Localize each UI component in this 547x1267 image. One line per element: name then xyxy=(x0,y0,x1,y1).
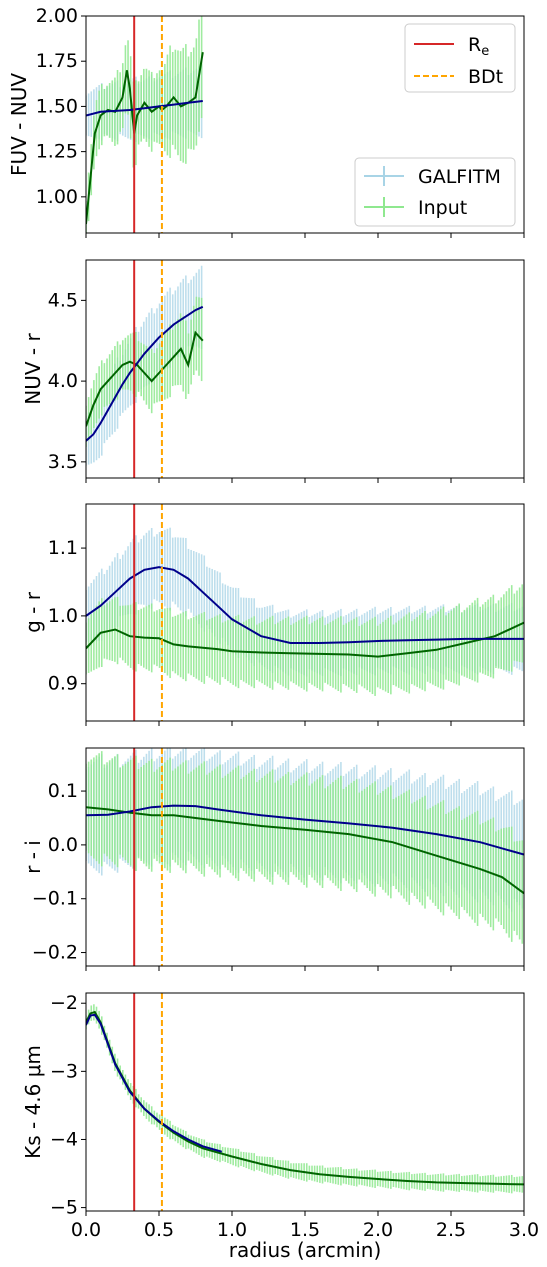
y-tick-label: −2 xyxy=(50,992,78,1014)
input-errorbars xyxy=(86,1004,524,1194)
panel-4: 0.1 0.0 −0.1 −0.2 r - i xyxy=(21,747,525,971)
x-tick-label: 0.5 xyxy=(144,1219,174,1241)
panels-group: 1.00 1.25 1.50 1.75 2.00 FUV - NUV 3.5 4.0 4.5NU… xyxy=(7,5,539,1241)
y-axis-label: g - r xyxy=(21,591,45,633)
y-tick-label: −0.1 xyxy=(32,888,78,910)
input-errorbars xyxy=(86,16,203,233)
y-tick-label: 0.9 xyxy=(48,673,78,695)
legend-bottom: GALFITM Input xyxy=(354,157,516,227)
x-tick-label: 1.0 xyxy=(217,1219,247,1241)
y-tick-label: 4.0 xyxy=(48,370,78,392)
y-tick-label: 1.25 xyxy=(36,141,78,163)
y-axis-label: FUV - NUV xyxy=(7,73,31,176)
legend-top: Re BDt xyxy=(404,23,516,93)
y-tick-label: 1.0 xyxy=(48,605,78,627)
y-tick-label: 1.00 xyxy=(36,186,78,208)
x-tick-label: 3.0 xyxy=(509,1219,539,1241)
y-tick-label: 3.5 xyxy=(48,451,78,473)
y-tick-label: 1.50 xyxy=(36,95,78,117)
y-axis-label: Ks - 4.6 μm xyxy=(21,1045,45,1159)
y-tick-label: 1.1 xyxy=(48,537,78,559)
x-axis-label: radius (arcmin) xyxy=(229,1238,382,1262)
x-tick-label: 2.0 xyxy=(363,1219,393,1241)
x-tick-label: 2.5 xyxy=(436,1219,466,1241)
y-axis-label: r - i xyxy=(21,840,45,874)
legend-input-label: Input xyxy=(418,197,467,219)
x-tick-label: 1.5 xyxy=(290,1219,320,1241)
y-axis-label: NUV - r xyxy=(21,333,45,405)
plot-area xyxy=(86,16,204,233)
y-tick-label: −3 xyxy=(50,1060,78,1082)
y-tick-label: 0.1 xyxy=(48,780,78,802)
legend-galfitm-label: GALFITM xyxy=(418,166,501,188)
panel-5: −2 −3 −4 −5 Ks - 4.6 μm 0.0 0.5 1.0 1.5 2.0 2.5 3.0 xyxy=(21,992,539,1241)
x-tick-label: 0.0 xyxy=(71,1219,101,1241)
y-tick-label: 1.75 xyxy=(36,50,78,72)
galfitm-line xyxy=(86,305,204,442)
plot-area xyxy=(86,1004,524,1194)
axes-frame xyxy=(85,992,525,1212)
plot-area xyxy=(86,527,524,696)
input-line xyxy=(86,330,204,427)
galfitm-line xyxy=(86,1013,223,1153)
y-tick-label: 2.00 xyxy=(36,5,78,27)
input-errorbars xyxy=(86,584,524,696)
legend-bdt-label: BDt xyxy=(468,66,503,88)
galfitm-line xyxy=(86,100,203,117)
y-tick-label: −5 xyxy=(50,1197,78,1219)
input-errorbars xyxy=(86,751,524,944)
galfitm-errorbars xyxy=(86,1013,221,1153)
input-line xyxy=(86,1010,524,1186)
y-tick-label: −0.2 xyxy=(32,942,78,964)
legend-re-label: Re xyxy=(468,34,489,59)
y-tick-label: 0.0 xyxy=(48,834,78,856)
y-tick-label: 4.5 xyxy=(48,289,78,311)
panel-1: 1.00 1.25 1.50 1.75 2.00 FUV - NUV xyxy=(7,5,525,238)
input-line xyxy=(86,806,524,895)
plot-area xyxy=(86,265,204,466)
plot-area xyxy=(86,748,524,944)
y-tick-label: −4 xyxy=(50,1128,78,1150)
panel-3: 0.9 1.0 1.1 g - r xyxy=(21,503,525,726)
